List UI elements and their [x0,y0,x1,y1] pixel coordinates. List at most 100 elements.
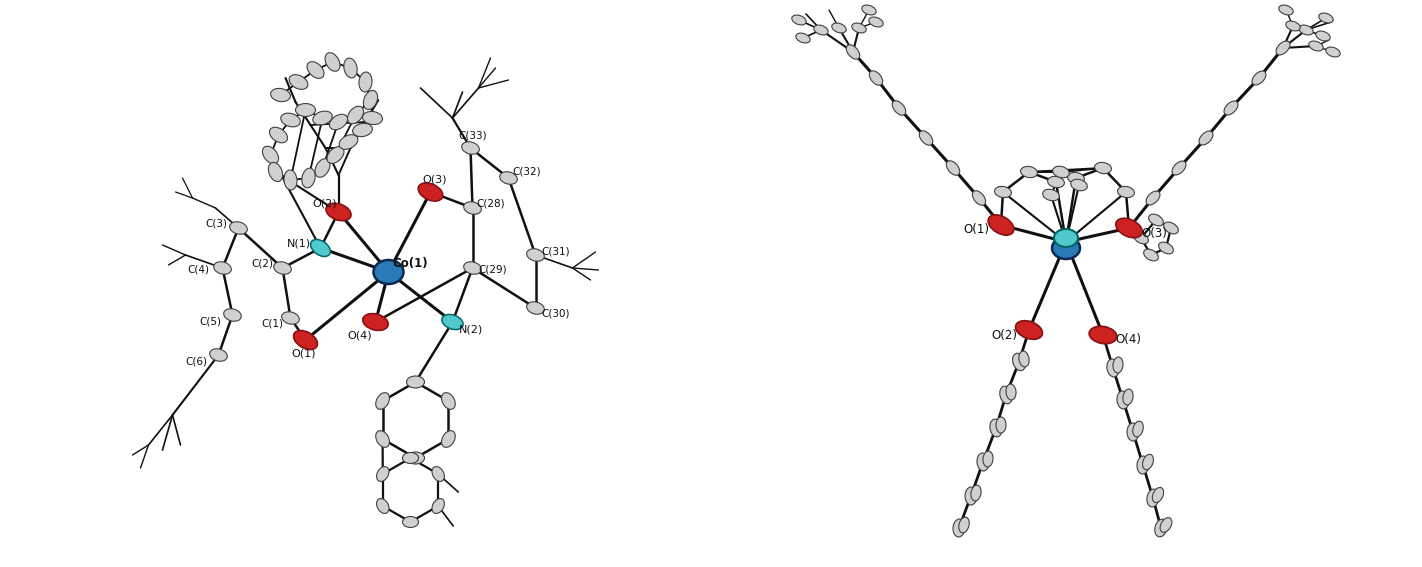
Ellipse shape [1138,456,1149,474]
Ellipse shape [1159,242,1173,254]
Ellipse shape [326,53,340,71]
Ellipse shape [293,331,317,349]
Ellipse shape [1128,423,1139,441]
Ellipse shape [402,452,418,463]
Ellipse shape [347,106,364,124]
Text: N(1): N(1) [286,238,310,248]
Ellipse shape [280,113,300,127]
Ellipse shape [966,487,977,505]
Ellipse shape [1089,326,1116,344]
Ellipse shape [869,17,883,27]
Ellipse shape [1052,237,1079,259]
Ellipse shape [310,239,330,256]
Ellipse shape [1005,384,1017,400]
Ellipse shape [270,88,290,101]
Ellipse shape [1071,179,1088,191]
Ellipse shape [1106,359,1119,377]
Ellipse shape [464,262,481,274]
Ellipse shape [1133,421,1143,437]
Text: O(1): O(1) [292,349,316,359]
Text: C(5): C(5) [199,316,222,326]
Ellipse shape [796,33,811,43]
Text: O(3): O(3) [422,175,447,185]
Ellipse shape [1068,172,1085,184]
Ellipse shape [442,315,464,329]
Ellipse shape [1133,232,1149,244]
Text: C(31): C(31) [542,247,570,257]
Ellipse shape [1116,218,1142,238]
Text: O(3): O(3) [1140,226,1167,239]
Ellipse shape [1298,25,1313,35]
Ellipse shape [1143,249,1159,261]
Ellipse shape [327,147,344,163]
Ellipse shape [462,142,479,154]
Ellipse shape [1000,386,1012,404]
Ellipse shape [1278,5,1293,15]
Text: Co(1): Co(1) [392,257,428,270]
Ellipse shape [526,302,545,314]
Text: C(6): C(6) [185,356,208,366]
Ellipse shape [953,519,966,537]
Ellipse shape [1095,162,1112,174]
Ellipse shape [464,202,481,214]
Ellipse shape [230,222,247,234]
Ellipse shape [301,168,316,188]
Ellipse shape [375,393,390,409]
Text: C(4): C(4) [188,265,209,275]
Ellipse shape [994,187,1011,198]
Ellipse shape [407,452,425,464]
Ellipse shape [1152,488,1163,502]
Ellipse shape [1015,321,1042,339]
Ellipse shape [846,45,860,59]
Ellipse shape [330,114,347,130]
Ellipse shape [1116,391,1129,409]
Ellipse shape [983,451,993,467]
Ellipse shape [1149,214,1163,226]
Ellipse shape [316,159,330,177]
Ellipse shape [1163,222,1179,234]
Text: C(33): C(33) [458,131,486,141]
Ellipse shape [995,417,1005,433]
Text: C(30): C(30) [542,309,570,319]
Ellipse shape [971,485,981,501]
Ellipse shape [1021,166,1038,177]
Ellipse shape [1160,518,1172,532]
Ellipse shape [363,112,383,125]
Ellipse shape [364,90,378,109]
Ellipse shape [1172,161,1186,175]
Ellipse shape [1054,229,1078,247]
Ellipse shape [958,517,970,533]
Ellipse shape [892,101,906,115]
Text: O(4): O(4) [347,331,371,341]
Ellipse shape [1315,31,1330,41]
Ellipse shape [344,58,357,78]
Ellipse shape [1042,189,1059,201]
Ellipse shape [1224,101,1239,115]
Ellipse shape [223,309,242,321]
Ellipse shape [402,517,418,527]
Ellipse shape [1148,489,1159,507]
Ellipse shape [1318,13,1334,23]
Ellipse shape [442,393,455,409]
Ellipse shape [526,249,545,261]
Ellipse shape [1052,166,1069,177]
Ellipse shape [358,72,373,92]
Ellipse shape [374,260,404,284]
Text: C(1): C(1) [262,318,283,328]
Ellipse shape [1251,71,1266,85]
Text: C(28): C(28) [476,198,505,208]
Ellipse shape [1113,357,1123,373]
Ellipse shape [1325,47,1340,57]
Text: C(2): C(2) [252,259,273,269]
Ellipse shape [862,5,876,15]
Text: O(4): O(4) [1115,333,1140,346]
Ellipse shape [792,15,806,25]
Ellipse shape [813,25,828,35]
Ellipse shape [499,172,518,184]
Ellipse shape [977,453,990,471]
Ellipse shape [1020,351,1030,367]
Ellipse shape [1155,519,1167,537]
Ellipse shape [1048,176,1065,188]
Ellipse shape [973,191,985,205]
Text: O(2): O(2) [313,199,337,209]
